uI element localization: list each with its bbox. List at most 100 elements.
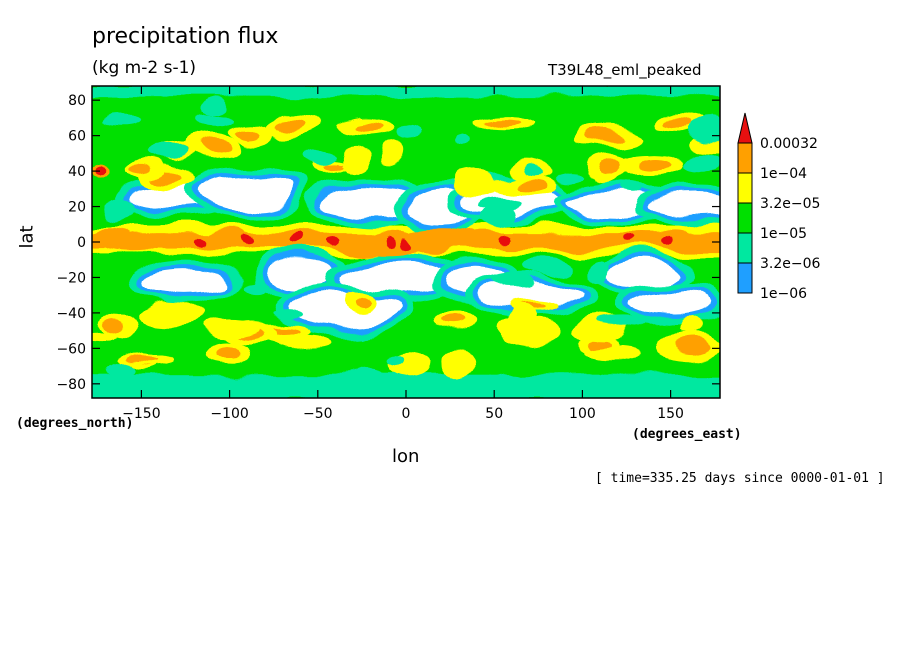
cyan-patch-25 (302, 152, 333, 168)
x-tick-label-5: 100 (569, 406, 596, 422)
cyan-patch-19 (198, 113, 236, 125)
chart-title: precipitation flux (92, 24, 279, 49)
storm-orange-32 (661, 117, 690, 128)
storm-orange-7 (218, 347, 242, 359)
colorbar-label-1: 3.2e−06 (760, 256, 821, 272)
storm-orange-44 (234, 126, 259, 139)
storm-yellow-43 (264, 333, 329, 348)
cyan-patch-8 (478, 197, 520, 211)
cyan-patch-3 (682, 153, 720, 170)
storm-yellow-22 (378, 139, 406, 167)
y-tick-label-6: −40 (56, 306, 86, 322)
core-7 (625, 235, 638, 246)
dry-core-1 (200, 174, 295, 211)
storm-orange-18 (486, 119, 516, 127)
dry-core-13 (288, 292, 400, 327)
cyan-patch-15 (453, 132, 473, 145)
dry-core-14 (630, 290, 712, 318)
cyan-patch-6 (92, 376, 116, 394)
y-tick-label-8: −80 (56, 377, 86, 393)
cyan-patch-22 (103, 199, 137, 223)
colorbar-label-0: 1e−06 (760, 286, 807, 302)
storm-yellow-34 (338, 145, 368, 174)
dry-core-12 (607, 260, 681, 287)
cyan-patch-21 (273, 311, 304, 321)
field-blobs (92, 86, 720, 398)
axes: −150 −100 −50 0 50 100 150 80 60 40 20 0 −20 −40 −60 −8… (56, 86, 720, 422)
x-axis-label: lon (392, 446, 420, 467)
colorbar-segment-4 (737, 172, 753, 204)
experiment-label: T39L48_eml_peaked (548, 61, 702, 79)
colorbar-legend: 1e−06 3.2e−06 1e−05 3.2e−05 1e−04 0.00032 (737, 112, 821, 302)
core-3 (325, 237, 338, 247)
cyan-patch-17 (599, 318, 645, 328)
storm-orange-38 (587, 130, 624, 142)
colorbar-label-3: 3.2e−05 (760, 196, 820, 212)
cyan-patch-5 (106, 362, 139, 376)
cyan-patch-1 (98, 116, 141, 128)
cyan-patch-23 (585, 259, 610, 283)
x-tick-label-1: −100 (210, 406, 248, 422)
cyan-patch-9 (495, 371, 527, 381)
storm-orange-33 (103, 317, 125, 334)
y-tick-label-1: 60 (68, 129, 86, 145)
storm-orange-36 (639, 158, 671, 171)
y-tick-label-0: 80 (68, 93, 86, 109)
colorbar-segment-1 (737, 262, 753, 294)
core-5 (400, 237, 412, 247)
cyan-patch-4 (395, 125, 421, 138)
colorbar-segment-3 (737, 202, 753, 234)
cyan-patch-16 (246, 279, 266, 293)
y-tick-label-3: 20 (68, 200, 86, 216)
storm-orange-8 (520, 178, 546, 190)
y-tick-label-2: 40 (68, 164, 86, 180)
dry-core-6 (645, 195, 720, 219)
cyan-patch-13 (525, 259, 569, 274)
core-2 (294, 235, 307, 246)
cyan-patch-12 (694, 118, 720, 131)
cyan-patch-2 (201, 97, 231, 114)
colorbar-over-triangle (737, 112, 753, 144)
equatorial-orange-12 (135, 233, 174, 248)
y-tick-label-5: −20 (56, 270, 86, 286)
cyan-patch-18 (526, 164, 543, 175)
y-tick-label-4: 0 (77, 235, 86, 251)
chart-subtitle: (kg m-2 s-1) (92, 58, 197, 78)
core-0 (191, 237, 204, 247)
storm-orange-37 (128, 357, 159, 363)
storm-orange-12 (199, 139, 228, 155)
storm-yellow-10 (449, 172, 501, 196)
storm-orange-20 (323, 165, 344, 173)
storm-yellow-27 (441, 352, 474, 377)
cyan-patch-26 (481, 205, 516, 228)
colorbar-segment-2 (737, 232, 753, 264)
storm-orange-42 (130, 163, 151, 175)
storm-orange-15 (355, 292, 376, 306)
storm-orange-35 (674, 340, 712, 355)
colorbar-segment-5 (737, 142, 753, 174)
colorbar-label-4: 1e−04 (760, 166, 807, 182)
x-tick-label-6: 150 (657, 406, 684, 422)
storm-yellow-41 (584, 346, 642, 362)
cyan-patch-10 (489, 275, 538, 290)
storm-orange-28 (595, 159, 621, 173)
core-6 (497, 235, 510, 246)
storm-yellow-25 (197, 322, 262, 339)
core-1 (241, 235, 254, 246)
storm-yellow-29 (507, 304, 535, 330)
x-tick-label-0: −150 (122, 406, 160, 422)
equatorial-orange-3 (411, 227, 475, 245)
colorbar-label-5: 0.00032 (760, 136, 818, 152)
cyan-patch-14 (622, 183, 644, 193)
cyan-patch-0 (145, 144, 187, 160)
equatorial-orange-8 (205, 229, 248, 242)
cyan-patch-24 (570, 377, 597, 388)
dry-core-7 (140, 269, 231, 293)
x-tick-label-2: −50 (303, 406, 333, 422)
core-4 (382, 235, 395, 246)
storm-orange-40 (276, 120, 308, 135)
storm-orange-2 (353, 121, 386, 131)
contour-field (92, 86, 720, 398)
colorbar-label-2: 1e−05 (760, 226, 807, 242)
